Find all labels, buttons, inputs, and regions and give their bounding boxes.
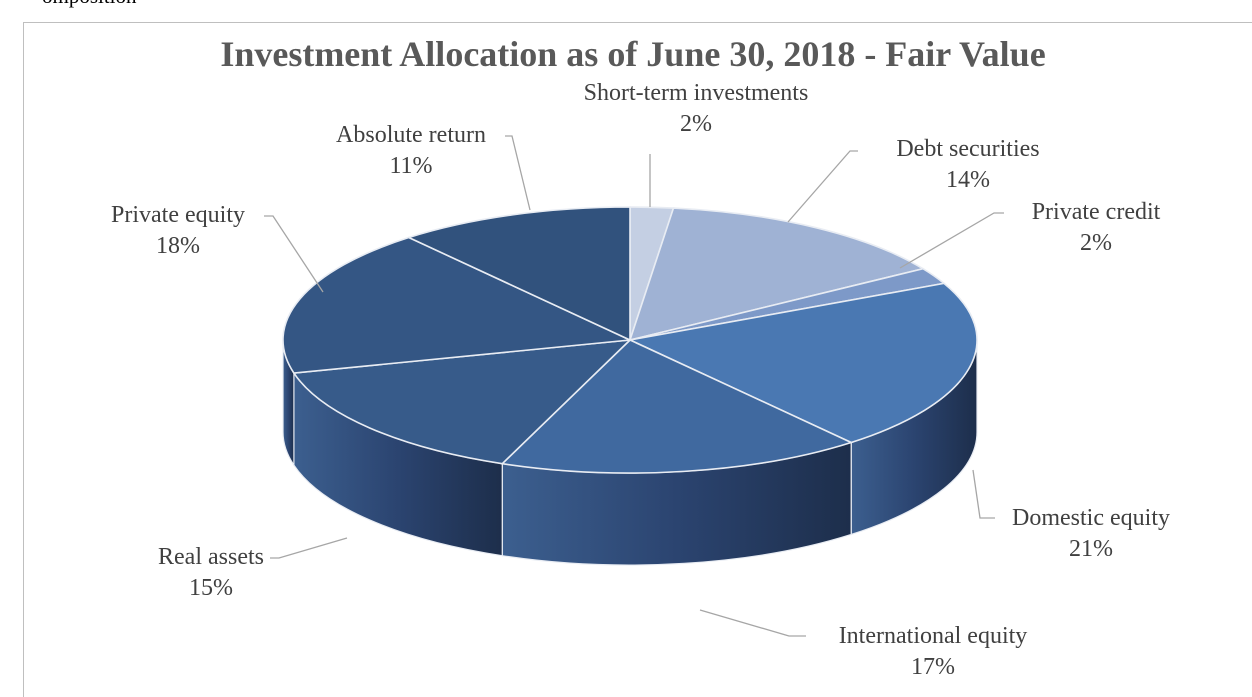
pie-sides	[282, 339, 978, 566]
data-label-pct-real-assets: 15%	[189, 575, 233, 601]
data-label-pct-domestic-equity: 21%	[1069, 536, 1113, 562]
chart-title: Investment Allocation as of June 30, 201…	[220, 34, 1045, 74]
header-fragment: omposition	[0, 0, 1252, 12]
data-label-short-term-investments: Short-term investments	[584, 80, 809, 106]
data-label-private-credit: Private credit	[1032, 199, 1161, 225]
leader-line-debt-securities	[787, 150, 858, 223]
data-label-pct-absolute-return: 11%	[389, 153, 432, 179]
data-label-pct-private-credit: 2%	[1080, 230, 1112, 256]
data-label-private-equity: Private equity	[111, 202, 245, 228]
pie-slice-real-assets	[292, 338, 633, 465]
leader-line-absolute-return	[505, 135, 531, 211]
leader-line-private-credit	[899, 212, 1004, 269]
leader-line-domestic-equity	[972, 469, 995, 519]
header-fragment-text: omposition	[42, 0, 137, 9]
data-label-pct-short-term-investments: 2%	[680, 111, 712, 137]
leader-lines	[264, 135, 1004, 637]
data-label-pct-debt-securities: 14%	[946, 167, 990, 193]
leader-line-international-equity	[699, 609, 806, 637]
chart-frame	[23, 22, 1252, 697]
data-label-pct-international-equity: 17%	[911, 654, 955, 680]
pie-slice-absolute-return	[406, 206, 631, 342]
data-label-real-assets: Real assets	[158, 544, 264, 570]
data-label-debt-securities: Debt securities	[896, 136, 1039, 162]
data-label-absolute-return: Absolute return	[336, 122, 486, 148]
pie-slice-debt-securities	[628, 207, 926, 342]
data-labels: Short-term investments 2% Debt securities 1…	[111, 80, 1170, 680]
data-label-pct-private-equity: 18%	[156, 233, 200, 259]
pie-slices	[282, 206, 978, 474]
leader-line-private-equity	[264, 215, 324, 293]
data-label-international-equity: International equity	[839, 623, 1028, 649]
data-label-domestic-equity: Domestic equity	[1012, 505, 1170, 531]
pie-slice-domestic-equity	[627, 282, 978, 444]
pie-slice-international-equity	[500, 339, 854, 474]
pie-slice-private-equity	[282, 236, 634, 374]
leader-line-real-assets	[270, 537, 348, 559]
